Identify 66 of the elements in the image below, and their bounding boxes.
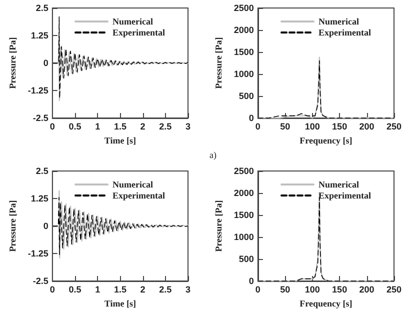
y-tick-label: 1000 [234, 232, 254, 242]
x-axis-title: Time [s] [104, 298, 136, 308]
legend-label: Experimental [112, 28, 166, 38]
x-tick-label: 50 [280, 122, 290, 132]
y-tick-label: 1.25 [30, 194, 48, 204]
y-tick-label: -2.5 [32, 113, 48, 123]
x-axis-title: Time [s] [104, 136, 136, 146]
x-tick-label: 3 [185, 284, 191, 294]
y-tick-label: 2.5 [36, 166, 48, 176]
y-tick-label: -1.25 [28, 248, 48, 258]
y-tick-label: 0 [248, 276, 254, 286]
x-tick-label: 250 [386, 284, 402, 294]
y-tick-label: 2000 [234, 188, 254, 198]
legend-label: Numerical [112, 180, 154, 190]
x-tick-label: 0.5 [68, 284, 82, 294]
y-tick-label: 2.5 [36, 3, 48, 13]
x-tick-label: 2.5 [159, 122, 172, 132]
y-tick-label: 2500 [234, 3, 254, 13]
legend-label: Experimental [318, 28, 372, 38]
x-tick-label: 150 [332, 122, 348, 132]
y-tick-label: 1500 [234, 47, 254, 57]
y-tick-label: 500 [238, 91, 254, 101]
y-tick-label: 0 [43, 58, 48, 68]
x-axis-title: Frequency [s] [300, 298, 352, 308]
y-tick-label: -1.25 [28, 86, 48, 96]
y-tick-label: -2.5 [32, 276, 48, 286]
y-tick-label: 0 [248, 113, 254, 123]
x-tick-label: 0.5 [68, 122, 82, 132]
legend-label: Numerical [318, 16, 360, 26]
x-tick-label: 1 [95, 122, 100, 132]
y-tick-label: 1000 [234, 69, 254, 79]
x-tick-label: 2.5 [159, 284, 172, 294]
y-tick-label: 1.25 [30, 30, 48, 40]
x-tick-label: 3 [185, 122, 191, 132]
legend-label: Experimental [112, 190, 166, 200]
x-tick-label: 150 [332, 284, 348, 294]
x-tick-label: 2 [140, 122, 146, 132]
x-tick-label: 0 [50, 284, 55, 294]
legend-label: Experimental [318, 190, 372, 200]
x-axis-title: Frequency [s] [300, 136, 352, 146]
x-tick-label: 50 [280, 284, 290, 294]
y-axis-title: Pressure [Pa] [8, 37, 18, 89]
y-axis-title: Pressure [Pa] [8, 200, 18, 252]
x-tick-label: 1.5 [114, 122, 126, 132]
text: a) [210, 150, 216, 160]
y-axis-title: Pressure [Pa] [214, 37, 224, 89]
legend-label: Numerical [112, 16, 154, 26]
y-tick-label: 2500 [234, 166, 254, 176]
y-axis-title: Pressure [Pa] [214, 200, 224, 252]
x-tick-label: 0 [255, 284, 260, 294]
x-tick-label: 2 [140, 284, 146, 294]
x-tick-label: 0 [255, 122, 260, 132]
line-series [52, 16, 188, 99]
y-tick-label: 1500 [234, 210, 254, 220]
x-tick-label: 100 [304, 122, 320, 132]
y-tick-label: 2000 [234, 25, 254, 35]
y-tick-label: 0 [43, 221, 48, 231]
y-tick-label: 500 [238, 254, 254, 264]
x-tick-label: 200 [359, 284, 374, 294]
x-tick-label: 100 [304, 284, 320, 294]
x-tick-label: 1.5 [114, 284, 126, 294]
x-tick-label: 250 [386, 122, 402, 132]
legend-label: Numerical [318, 180, 360, 190]
x-tick-label: 0 [50, 122, 55, 132]
x-tick-label: 1 [95, 284, 100, 294]
x-tick-label: 200 [359, 122, 374, 132]
